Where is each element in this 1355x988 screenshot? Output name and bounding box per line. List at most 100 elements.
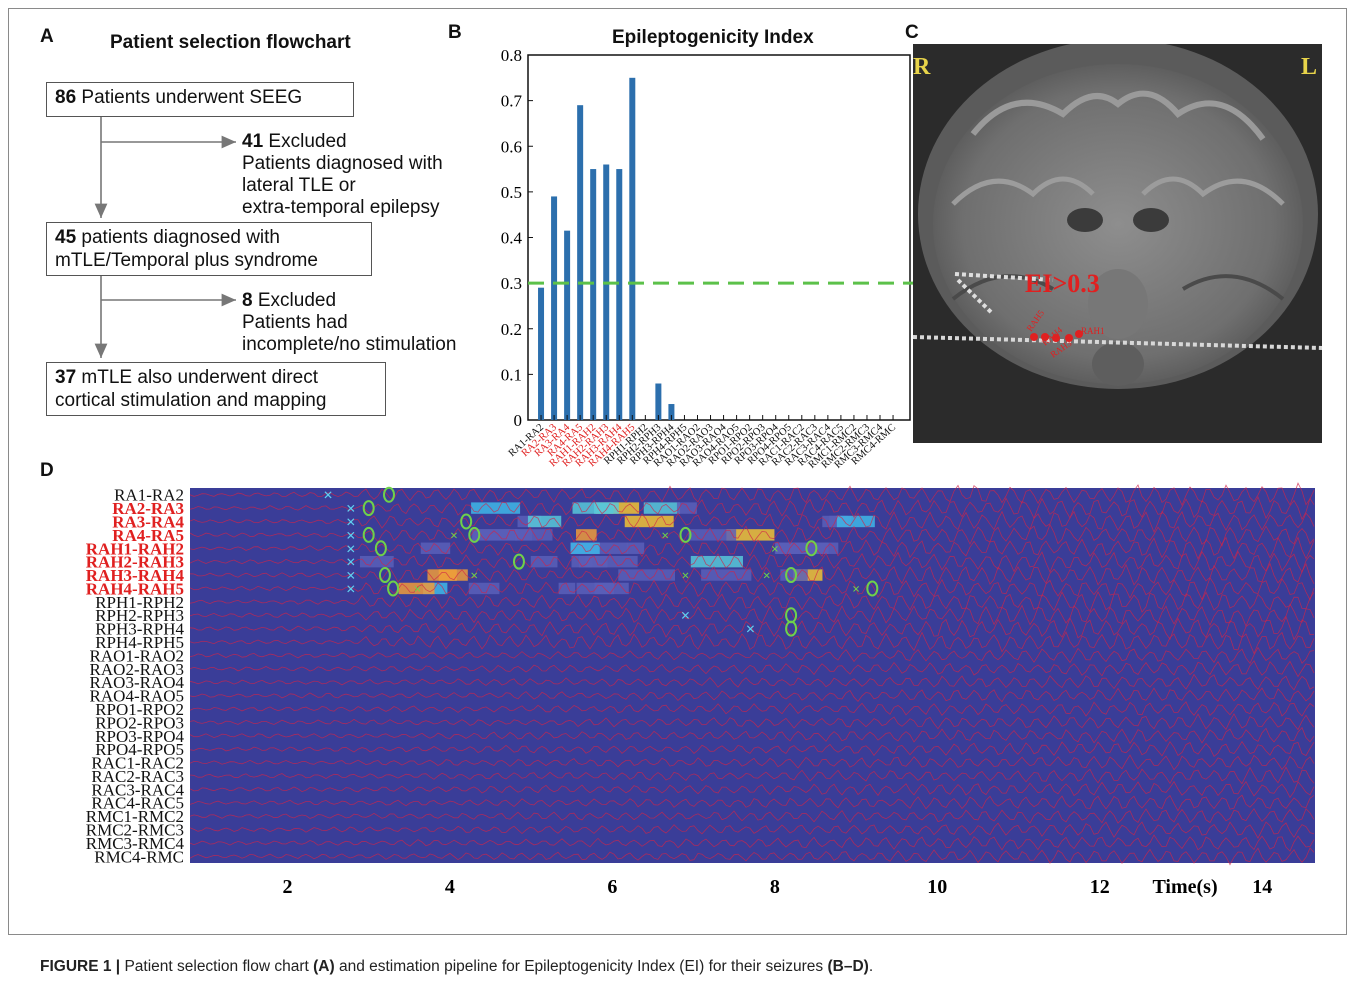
time-tick-label: 10: [927, 876, 947, 898]
onset-circle-marker: [785, 620, 798, 637]
channel-label: RAO1-RAO2: [90, 646, 184, 665]
excl2-line2: Patients had: [242, 312, 348, 333]
channel-label: RA2-RA3: [112, 499, 184, 518]
onset-circle-marker: [378, 567, 391, 584]
signal-trace: [189, 701, 1315, 717]
activity-block: [530, 555, 558, 568]
mri-coronal-image: R L EI>0.3 RAH5 RAH4 RAH3 RAH1: [913, 44, 1322, 443]
figure-frame: [8, 8, 1347, 935]
flowchart-title: Patient selection flowchart: [110, 32, 351, 53]
onset-circle-marker: [866, 580, 879, 597]
mri-ei-label: EI>0.3: [1025, 269, 1100, 298]
onset-circle-marker: [679, 526, 692, 543]
activity-block: [359, 555, 394, 568]
onset-circle-marker: [362, 526, 375, 543]
activity-block: [643, 502, 681, 514]
y-tick-label: 0.8: [501, 46, 522, 65]
y-tick-label: 0.7: [501, 92, 523, 111]
signal-trace: [189, 673, 1315, 691]
activity-block: [420, 542, 451, 554]
exclusion-2: 8 Excluded Patients had incomplete/no st…: [242, 290, 456, 356]
mri-right-label: L: [1301, 54, 1317, 80]
activity-block: [726, 529, 775, 541]
count-excl1: 41: [242, 131, 264, 152]
activity-block: [572, 502, 614, 514]
panel-label-b: B: [448, 22, 462, 43]
y-tick-label: 0.5: [501, 183, 522, 202]
excl1-line3: lateral TLE or: [242, 175, 356, 196]
channel-label: RMC1-RMC2: [86, 807, 184, 826]
channel-label: RAH3-RAH4: [86, 566, 185, 585]
activity-block: [570, 542, 600, 554]
activity-block: [558, 582, 576, 595]
channel-label: RAC2-RAC3: [91, 767, 184, 786]
signal-trace: [189, 847, 1315, 866]
onset-x-marker: ×: [346, 499, 356, 518]
channel-label: RAC3-RAC4: [91, 780, 184, 799]
excl1-label: Excluded: [263, 131, 347, 152]
caption-ref-a: (A): [313, 958, 335, 975]
channel-label: RAH1-RAH2: [86, 539, 184, 558]
activity-block: [676, 502, 697, 514]
signal-trace: [189, 631, 1315, 655]
bar: [603, 164, 610, 420]
caption-text-1: Patient selection flow chart: [124, 958, 314, 975]
channel-label: RA1-RA2: [114, 486, 184, 505]
flow-box-seeg: 86 Patients underwent SEEG: [46, 82, 354, 117]
activity-block: [468, 582, 500, 595]
channel-label: RPH4-RPH5: [95, 633, 184, 652]
time-tick-label: 14: [1252, 876, 1272, 898]
channel-label: RAH4-RAH5: [86, 579, 184, 598]
onset-x-marker: ×: [346, 512, 356, 531]
activity-block: [690, 555, 743, 568]
signal-trace: [189, 576, 1315, 601]
flow-box-mtle: 45 patients diagnosed with mTLE/Temporal…: [46, 222, 372, 276]
signal-trace: [189, 713, 1315, 731]
flowchart-arrows: [94, 117, 236, 358]
signal-trace: [189, 615, 1315, 641]
activity-block: [578, 555, 638, 568]
channel-label: RAC1-RAC2: [91, 754, 184, 773]
bar: [668, 404, 675, 420]
caption-text-3: .: [868, 958, 874, 975]
channel-label: RPO2-RPO3: [95, 713, 184, 732]
channel-label: RPH3-RPH4: [95, 620, 184, 639]
signal-trace: [189, 482, 1315, 507]
time-tick-label: 2: [282, 876, 292, 898]
bar: [616, 169, 623, 420]
y-tick-label: 0.2: [501, 320, 522, 339]
figure-caption: FIGURE 1 | Patient selection flow chart …: [40, 958, 873, 976]
onset-x-marker: ×: [470, 569, 478, 584]
onset-x-marker: ×: [771, 542, 779, 557]
activity-block: [775, 542, 829, 554]
panel-label-d: D: [40, 460, 54, 481]
onset-circle-marker: [362, 500, 375, 517]
bar: [564, 230, 571, 420]
bar: [577, 105, 584, 420]
onset-x-marker: ×: [746, 620, 756, 639]
channel-label: RAH2-RAH3: [86, 553, 184, 572]
time-axis-label: Time(s): [1152, 876, 1217, 898]
time-tick-label: 4: [445, 876, 455, 898]
channel-label: RPH2-RPH3: [95, 606, 184, 625]
channel-label: RMC3-RMC4: [86, 834, 185, 853]
onset-x-marker: ×: [413, 582, 421, 597]
signal-trace: [189, 646, 1315, 665]
y-tick-label: 0.6: [501, 137, 522, 156]
onset-circle-marker: [374, 540, 387, 557]
signal-trace: [189, 523, 1315, 547]
channel-label: RAO4-RAO5: [90, 687, 184, 706]
signal-trace: [189, 780, 1315, 799]
heatmap-background: [190, 488, 1315, 863]
excl2-line3: incomplete/no stimulation: [242, 334, 457, 355]
activity-block: [793, 569, 823, 581]
onset-x-marker: ×: [323, 486, 333, 505]
caption-text-2: and estimation pipeline for Epileptogeni…: [334, 958, 828, 975]
panel-label-a: A: [40, 26, 54, 47]
onset-x-marker: ×: [661, 529, 669, 544]
bar: [538, 287, 545, 420]
channel-label: RMC4-RMC: [94, 847, 184, 866]
channel-label: RPO1-RPO2: [95, 700, 184, 719]
onset-circle-marker: [512, 553, 525, 570]
exclusion-1: 41 Excluded Patients diagnosed with late…: [242, 131, 443, 219]
